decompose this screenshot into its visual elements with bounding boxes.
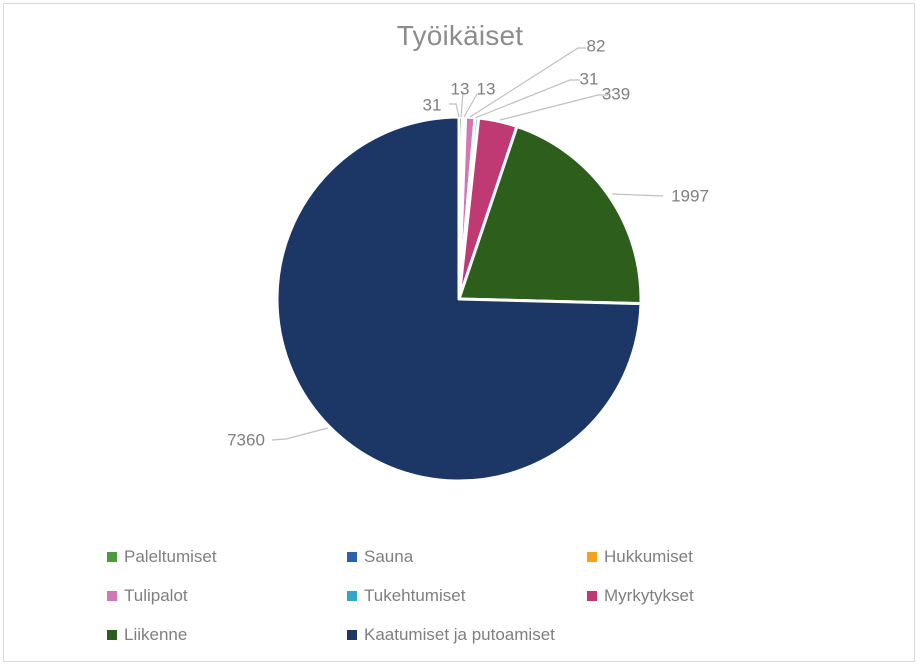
- leader-line: [460, 91, 464, 118]
- data-label: 82: [587, 36, 606, 55]
- legend-label: Paleltumiset: [124, 547, 217, 566]
- data-label: 31: [580, 69, 599, 88]
- data-label: 13: [451, 79, 470, 98]
- leader-line: [474, 79, 580, 119]
- leader-line: [463, 93, 478, 118]
- legend-label: Sauna: [364, 547, 414, 566]
- leader-line: [271, 427, 329, 441]
- pie-slice-liikenne: [457, 124, 643, 306]
- legend-swatch-icon: [107, 630, 117, 640]
- legend-label: Kaatumiset ja putoamiset: [364, 625, 555, 644]
- legend-label: Myrkytykset: [604, 586, 694, 605]
- legend-item: Liikenne: [107, 623, 187, 647]
- legend-item: Hukkumiset: [587, 545, 693, 569]
- chart-title: Työikäiset: [396, 20, 524, 51]
- pie-slices: [275, 115, 643, 483]
- leader-lines: [271, 47, 664, 441]
- legend-swatch-icon: [347, 591, 357, 601]
- legend-item: Sauna: [347, 545, 413, 569]
- legend-label: Tukehtumiset: [364, 586, 466, 605]
- data-label: 31: [423, 95, 442, 114]
- legend-item: Myrkytykset: [587, 584, 694, 608]
- data-label: 13: [477, 79, 496, 98]
- legend-swatch-icon: [347, 552, 357, 562]
- leader-line: [611, 193, 664, 197]
- legend-item: Tukehtumiset: [347, 584, 465, 608]
- pie-slice-kaatumiset-ja-putoamiset: [275, 115, 643, 483]
- legend-label: Tulipalot: [124, 586, 188, 605]
- legend-item: Kaatumiset ja putoamiset: [347, 623, 555, 647]
- legend-swatch-icon: [587, 591, 597, 601]
- leader-line: [469, 47, 586, 118]
- legend-swatch-icon: [347, 630, 357, 640]
- legend-swatch-icon: [107, 552, 117, 562]
- data-label: 339: [602, 84, 630, 103]
- leader-line: [499, 94, 608, 121]
- legend-swatch-icon: [107, 591, 117, 601]
- legend-label: Hukkumiset: [604, 547, 693, 566]
- legend-swatch-icon: [587, 552, 597, 562]
- data-label: 7360: [227, 430, 265, 449]
- legend-label: Liikenne: [124, 625, 188, 644]
- leader-line: [449, 103, 460, 118]
- data-label: 1997: [671, 186, 709, 205]
- legend-item: Tulipalot: [107, 584, 188, 608]
- legend-item: Paleltumiset: [107, 545, 217, 569]
